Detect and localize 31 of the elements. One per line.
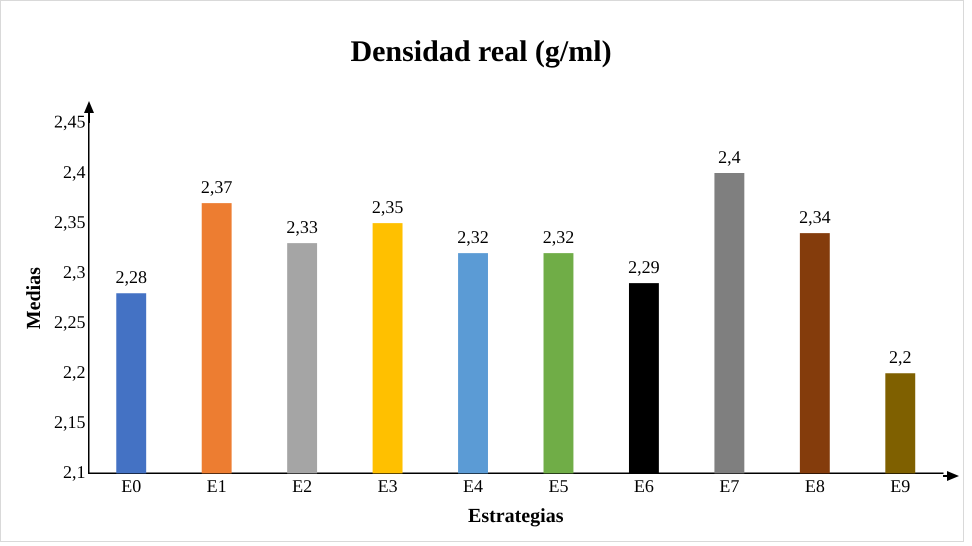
x-tick-label: E7 — [719, 476, 740, 496]
y-tick-label: 2,3 — [63, 262, 86, 282]
data-label: 2,2 — [889, 347, 912, 368]
x-axis-title: Estrategias — [468, 505, 564, 528]
data-label: 2,29 — [628, 256, 660, 277]
y-tick-label: 2,1 — [63, 462, 86, 482]
data-label: 2,35 — [372, 196, 404, 217]
x-tick-label: E8 — [804, 476, 825, 496]
x-tick-label: E6 — [634, 476, 654, 496]
y-tick-label: 2,25 — [54, 312, 86, 332]
y-tick-label: 2,35 — [54, 212, 86, 232]
data-label: 2,33 — [286, 216, 318, 237]
data-label: 2,37 — [200, 176, 232, 197]
y-tick-label: 2,2 — [63, 362, 86, 382]
y-tick-label: 2,45 — [54, 112, 86, 132]
data-label: 2,32 — [457, 226, 489, 247]
x-tick-label: E4 — [463, 476, 484, 496]
x-tick-label: E2 — [292, 476, 312, 496]
x-tick-label: E5 — [548, 476, 568, 496]
x-tick-label: E0 — [121, 476, 142, 496]
y-tick-label: 2,4 — [63, 162, 86, 182]
x-tick-label: E1 — [206, 476, 227, 496]
x-tick-label: E3 — [378, 476, 398, 496]
y-tick-label: 2,15 — [54, 412, 86, 432]
data-label: 2,34 — [799, 206, 831, 227]
chart-title: Densidad real (g/ml) — [350, 34, 612, 68]
y-axis-title: Medias — [23, 266, 46, 330]
x-tick-label: E9 — [890, 476, 910, 496]
data-label: 2,32 — [542, 226, 574, 247]
data-label: 2,28 — [115, 266, 147, 287]
data-label: 2,4 — [718, 146, 741, 167]
